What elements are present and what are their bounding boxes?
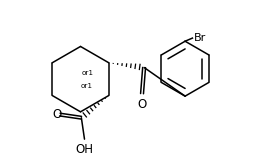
Text: or1: or1 [82,70,94,76]
Text: O: O [137,98,147,111]
Text: Br: Br [194,33,206,43]
Text: O: O [52,108,61,121]
Text: or1: or1 [80,83,92,89]
Text: OH: OH [75,143,94,156]
